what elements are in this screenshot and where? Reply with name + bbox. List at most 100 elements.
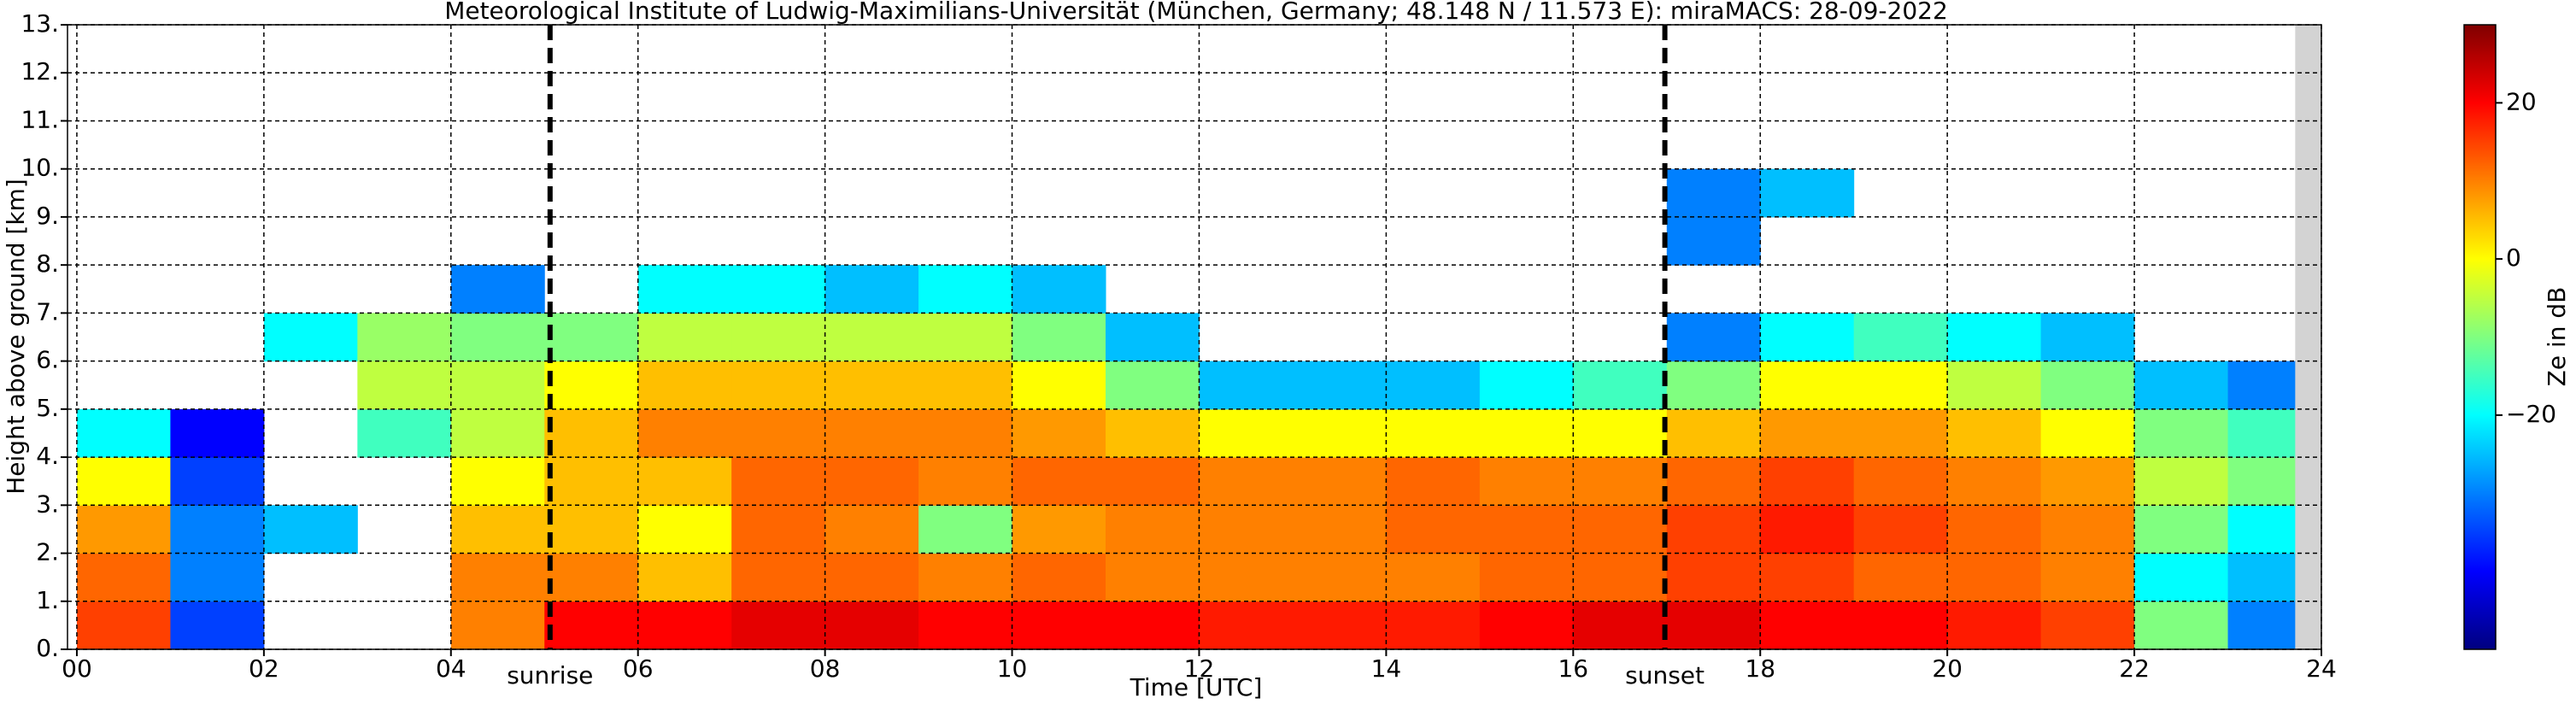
heatmap-cell [2134, 361, 2229, 410]
x-tick-label: 12 [1184, 654, 1215, 683]
heatmap-cell [637, 313, 732, 362]
heatmap-cell [637, 457, 732, 506]
heatmap-cell [824, 361, 919, 410]
heatmap-cell [263, 505, 358, 554]
heatmap-cell [1947, 313, 2042, 362]
heatmap-cell [1573, 553, 1668, 602]
heatmap-cell [1479, 457, 1574, 506]
y-tick-label: 11. [21, 105, 59, 133]
x-tick-label: 00 [62, 654, 92, 683]
heatmap-cell [1386, 361, 1481, 410]
heatmap-cell [918, 505, 1013, 554]
y-tick-label: 12. [21, 57, 59, 85]
x-tick-label: 22 [2119, 654, 2150, 683]
y-tick-label: 13. [21, 9, 59, 38]
heatmap-cell [1479, 505, 1574, 554]
heatmap-cell [637, 601, 732, 650]
heatmap-cell [637, 361, 732, 410]
annotation-label: sunrise [507, 661, 593, 689]
heatmap-cell [824, 457, 919, 506]
y-tick-label: 6. [36, 346, 59, 374]
x-tick-label: 20 [1932, 654, 1963, 683]
heatmap-cell [544, 313, 639, 362]
heatmap-cell [1479, 601, 1574, 650]
y-tick-label: 10. [21, 154, 59, 182]
heatmap-cell [918, 361, 1013, 410]
heatmap-cell [1292, 601, 1387, 650]
heatmap-cell [1947, 361, 2042, 410]
heatmap-cell [1666, 457, 1761, 506]
heatmap-cell [1106, 505, 1200, 554]
heatmap-cell [1106, 601, 1200, 650]
heatmap-cell [731, 408, 826, 458]
heatmap [67, 25, 2322, 650]
heatmap-cell [1199, 408, 1294, 458]
heatmap-cell [263, 313, 358, 362]
heatmap-cell [450, 457, 545, 506]
heatmap-cell [637, 505, 732, 554]
heatmap-cell [918, 601, 1013, 650]
heatmap-cell [2134, 505, 2229, 554]
x-tick-label: 04 [436, 654, 466, 683]
x-axis-label: Time [UTC] [1130, 673, 1263, 701]
chart-title: Meteorological Institute of Ludwig-Maxim… [444, 0, 1948, 25]
heatmap-cell [1106, 457, 1200, 506]
heatmap-cell [1760, 457, 1855, 506]
heatmap-cell [1479, 408, 1574, 458]
heatmap-cell [170, 505, 265, 554]
heatmap-cell [1573, 601, 1668, 650]
heatmap-cell [1386, 408, 1481, 458]
heatmap-cell [1853, 457, 1948, 506]
x-tick-label: 10 [997, 654, 1028, 683]
annotation-label: sunset [1625, 661, 1705, 689]
heatmap-cell [450, 408, 545, 458]
heatmap-cell [1666, 601, 1761, 650]
heatmap-cell [2040, 553, 2135, 602]
heatmap-cell [1573, 457, 1668, 506]
heatmap-cell [1012, 601, 1106, 650]
heatmap-cell [824, 408, 919, 458]
plot-frame [67, 24, 2322, 650]
heatmap-cell [918, 265, 1013, 314]
heatmap-cell [918, 457, 1013, 506]
y-tick-label: 5. [36, 394, 59, 422]
heatmap-cell [637, 553, 732, 602]
heatmap-cell [2040, 408, 2135, 458]
heatmap-cell [2040, 457, 2135, 506]
heatmap-cell [544, 408, 639, 458]
heatmap-cell [544, 361, 639, 410]
heatmap-cell [1386, 457, 1481, 506]
y-tick-label: 0. [36, 634, 59, 662]
heatmap-cell [637, 265, 732, 314]
heatmap-cell [357, 313, 452, 362]
heatmap-cell [450, 361, 545, 410]
heatmap-cell [1199, 505, 1294, 554]
heatmap-cell [1199, 361, 1294, 410]
x-tick-label: 06 [623, 654, 654, 683]
y-tick-label: 3. [36, 490, 59, 518]
heatmap-cell [1760, 313, 1855, 362]
heatmap-cell [731, 553, 826, 602]
heatmap-cell [1292, 553, 1387, 602]
y-tick-label: 2. [36, 538, 59, 566]
heatmap-cell [1760, 601, 1855, 650]
y-axis-label: Height above ground [km] [2, 179, 30, 495]
heatmap-cell [1479, 553, 1574, 602]
heatmap-cell [1106, 553, 1200, 602]
heatmap-cell [731, 265, 826, 314]
y-tick-label: 4. [36, 442, 59, 470]
heatmap-cell [637, 408, 732, 458]
x-tick-label: 24 [2306, 654, 2337, 683]
x-tick-label: 02 [249, 654, 279, 683]
heatmap-cell [731, 361, 826, 410]
heatmap-cell [544, 457, 639, 506]
heatmap-cell [76, 601, 171, 650]
heatmap-cell [76, 408, 171, 458]
heatmap-cell [1666, 553, 1761, 602]
heatmap-cell [1760, 168, 1855, 218]
heatmap-cell [1012, 505, 1106, 554]
heatmap-cell [544, 601, 639, 650]
heatmap-cell [1199, 553, 1294, 602]
x-tick-label: 14 [1371, 654, 1402, 683]
y-tick-label: 9. [36, 202, 59, 230]
